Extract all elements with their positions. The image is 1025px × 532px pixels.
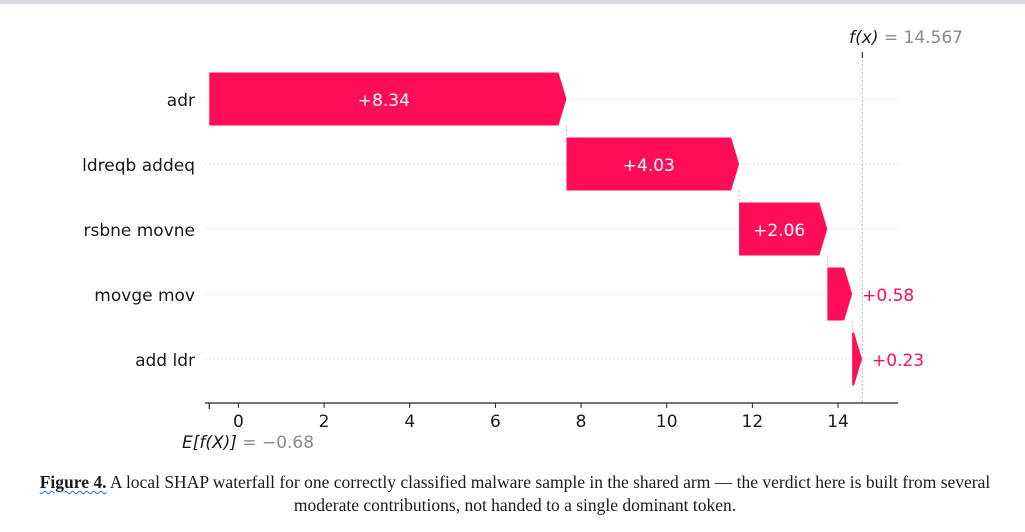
fx-label: f(x) = 14.567 (849, 28, 963, 48)
x-tick-label: 10 (656, 412, 678, 432)
fx-value: = 14.567 (878, 28, 963, 48)
x-tick-label: 12 (742, 412, 764, 432)
feature-label: adr (167, 91, 195, 111)
shap-bar (827, 267, 853, 321)
figure-caption-text: A local SHAP waterfall for one correctly… (106, 472, 991, 515)
efx-name: E[f(X)] (182, 433, 237, 453)
shap-bar (852, 332, 863, 386)
feature-label: rsbne movne (83, 221, 195, 241)
x-tick-label: 4 (404, 412, 415, 432)
efx-label: E[f(X)] = −0.68 (182, 433, 314, 453)
x-tick-label: 6 (490, 412, 501, 432)
shap-waterfall-chart: adr +8.34 ldreqb addeq +4.03 rsbne movne +2.0… (82, 28, 963, 453)
shap-value-label: +2.06 (753, 221, 805, 241)
x-axis: 0 2 4 6 8 10 12 14 (205, 402, 898, 432)
x-tick-label: 2 (319, 412, 330, 432)
figure-caption: Figure 4. A local SHAP waterfall for one… (10, 471, 1020, 517)
shap-value-label: +4.03 (623, 156, 675, 176)
x-tick-label: 0 (233, 412, 244, 432)
shap-bar (739, 202, 828, 256)
figure-caption-label: Figure 4. (39, 472, 107, 492)
shap-bar (566, 137, 740, 191)
feature-label: movge mov (94, 286, 195, 306)
x-tick-label: 8 (576, 412, 587, 432)
feature-label: add ldr (135, 351, 195, 371)
fx-name: f(x) (849, 28, 878, 48)
shap-value-label: +0.58 (862, 286, 914, 306)
x-tick-label: 14 (827, 412, 849, 432)
shap-bar (209, 72, 567, 126)
feature-label: ldreqb addeq (82, 156, 195, 176)
bars-layer: adr +8.34 ldreqb addeq +4.03 rsbne movne +2.0… (82, 72, 924, 386)
top-border (0, 0, 1025, 4)
efx-value: = −0.68 (237, 433, 314, 453)
shap-value-label: +0.23 (872, 351, 924, 371)
shap-value-label: +8.34 (358, 91, 410, 111)
